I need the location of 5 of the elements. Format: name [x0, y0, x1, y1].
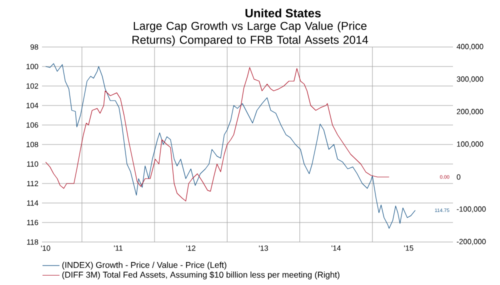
chart-subtitle: Large Cap Growth vs Large Cap Value (Price Returns) Compared to FRB Total Assets 2014 — [132, 22, 368, 46]
line-series — [45, 63, 416, 229]
legend-label: (DIFF 3M) Total Fed Assets, Assuming $10 billion less per meeting (Right) — [62, 271, 340, 280]
chart-title: United States — [246, 8, 321, 18]
legend-label: (INDEX) Growth - Price / Value - Price (Left) — [62, 262, 226, 270]
